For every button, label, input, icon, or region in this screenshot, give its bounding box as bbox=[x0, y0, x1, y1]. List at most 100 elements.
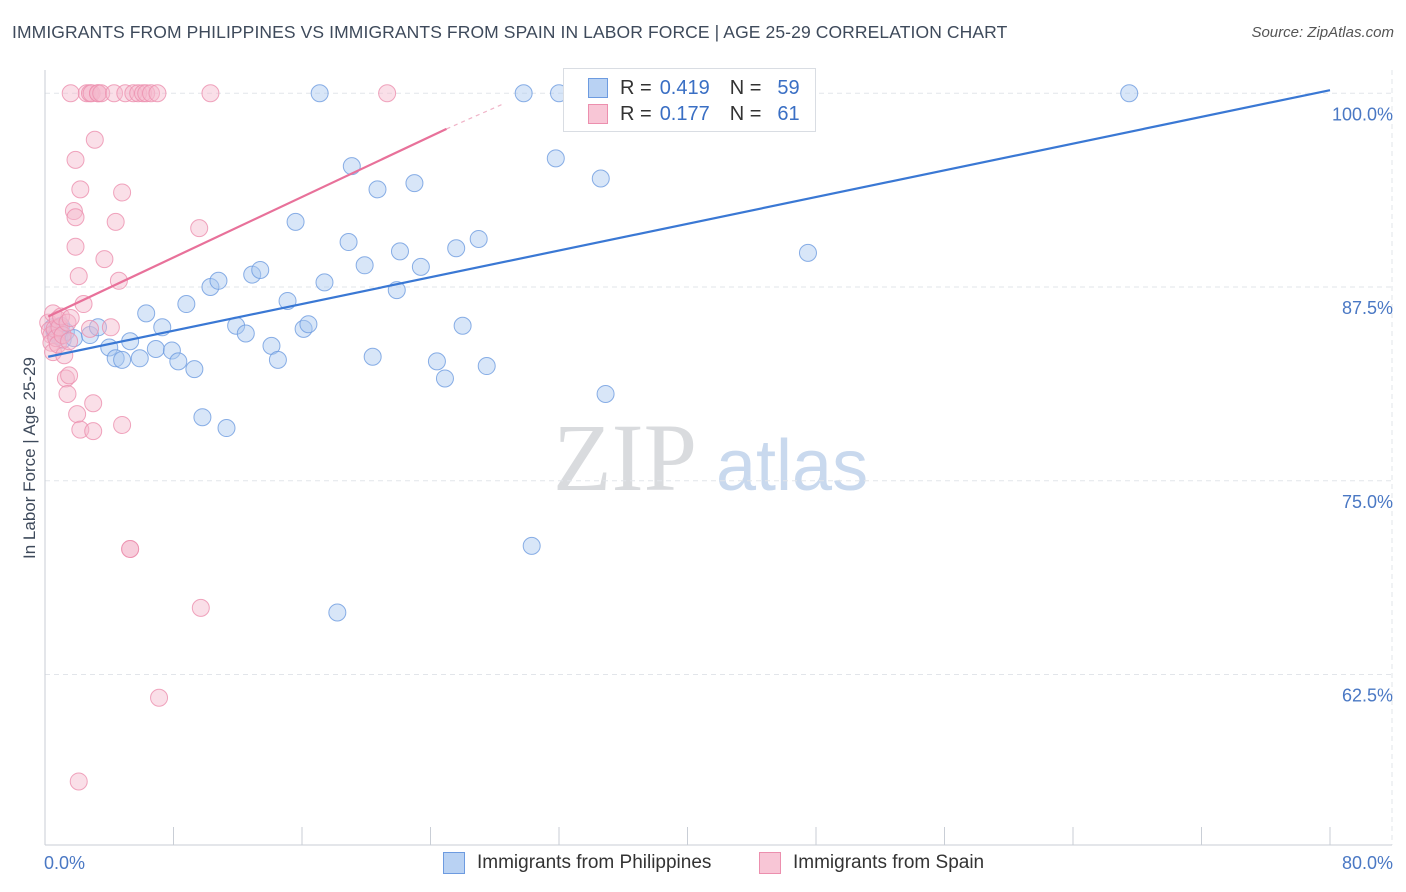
gridlines bbox=[45, 70, 1393, 845]
watermark: ZIP atlas bbox=[553, 404, 868, 511]
data-point bbox=[453, 316, 472, 335]
data-point bbox=[146, 340, 165, 358]
legend-n-label: N = bbox=[729, 102, 762, 125]
source-credit: Source: ZipAtlas.com bbox=[1251, 24, 1394, 41]
x-tick-label: 0.0% bbox=[44, 853, 85, 873]
data-point bbox=[148, 84, 167, 103]
data-point bbox=[69, 267, 88, 286]
spain-trend-extension bbox=[446, 103, 504, 130]
data-point bbox=[177, 295, 196, 314]
legend-row-spain: R = 0.177 N = 61 bbox=[588, 103, 800, 125]
watermark-atlas: atlas bbox=[716, 426, 868, 506]
data-point bbox=[236, 324, 255, 343]
data-point bbox=[596, 384, 615, 403]
data-point bbox=[435, 369, 454, 388]
axes bbox=[44, 70, 1392, 846]
data-point bbox=[405, 174, 424, 193]
y-tick-label: 62.5% bbox=[1342, 686, 1393, 706]
legend-swatch-pink bbox=[759, 852, 781, 874]
data-point bbox=[142, 84, 161, 103]
data-point bbox=[162, 341, 181, 360]
data-point bbox=[71, 180, 90, 199]
legend-label-spain: Immigrants from Spain bbox=[793, 852, 985, 873]
data-point bbox=[185, 360, 204, 379]
data-point bbox=[169, 352, 188, 371]
data-point bbox=[84, 422, 103, 441]
series-legend: Immigrants from Philippines Immigrants f… bbox=[0, 852, 1406, 878]
legend-n-value: 59 bbox=[777, 76, 800, 99]
data-point bbox=[469, 229, 488, 248]
data-point bbox=[447, 239, 466, 258]
data-point bbox=[286, 212, 305, 231]
data-point bbox=[427, 352, 446, 371]
data-point bbox=[84, 394, 103, 413]
spain-points bbox=[39, 84, 397, 791]
data-point bbox=[92, 84, 111, 103]
legend-n-label: N = bbox=[729, 76, 762, 99]
y-tick-label: 87.5% bbox=[1342, 298, 1393, 318]
y-axis-label: In Labor Force | Age 25-29 bbox=[20, 357, 39, 559]
data-point bbox=[121, 539, 140, 558]
data-point bbox=[546, 149, 565, 168]
data-point bbox=[130, 349, 149, 368]
data-point bbox=[191, 598, 210, 617]
data-point bbox=[66, 237, 85, 256]
data-point bbox=[66, 208, 85, 227]
legend-item-philippines[interactable]: Immigrants from Philippines bbox=[443, 852, 711, 874]
data-point bbox=[378, 84, 397, 103]
data-point bbox=[368, 180, 387, 199]
legend-item-spain[interactable]: Immigrants from Spain bbox=[759, 852, 984, 874]
data-point bbox=[137, 304, 156, 323]
legend-swatch-pink bbox=[588, 104, 608, 124]
data-point bbox=[68, 405, 87, 424]
data-point bbox=[113, 415, 132, 434]
data-point bbox=[150, 688, 169, 707]
data-point bbox=[363, 347, 382, 366]
data-point bbox=[113, 183, 132, 202]
legend-label-philippines: Immigrants from Philippines bbox=[477, 852, 712, 873]
chart-title: IMMIGRANTS FROM PHILIPPINES VS IMMIGRANT… bbox=[12, 22, 1008, 42]
data-point bbox=[66, 150, 85, 169]
data-point bbox=[58, 384, 77, 403]
philippines-points bbox=[44, 84, 1139, 622]
data-point bbox=[82, 84, 101, 103]
philippines-trend-line bbox=[47, 89, 1331, 358]
data-point bbox=[64, 202, 83, 221]
data-point bbox=[80, 319, 99, 338]
data-point bbox=[69, 772, 88, 791]
data-point bbox=[124, 84, 143, 103]
data-point bbox=[328, 603, 347, 622]
data-point bbox=[798, 243, 817, 262]
data-point bbox=[61, 309, 80, 327]
data-point bbox=[355, 256, 374, 275]
data-point bbox=[209, 271, 228, 290]
y-tick-label: 75.0% bbox=[1342, 492, 1393, 512]
legend-r-label: R = bbox=[620, 76, 652, 99]
data-point bbox=[193, 408, 212, 427]
data-point bbox=[106, 212, 125, 231]
data-point bbox=[85, 130, 104, 149]
data-point bbox=[1120, 84, 1139, 103]
data-point bbox=[101, 318, 120, 337]
data-point bbox=[201, 84, 220, 103]
data-point bbox=[390, 242, 409, 261]
legend-r-label: R = bbox=[620, 102, 652, 125]
correlation-legend: R = 0.419 N = 59 R = 0.177 N = 61 bbox=[563, 68, 816, 132]
spain-trend-line bbox=[47, 127, 448, 318]
tick-labels: 62.5% 75.0% 87.5% 100.0% 0.0% 80.0% bbox=[44, 104, 1393, 873]
legend-swatch-blue bbox=[588, 78, 608, 98]
data-point bbox=[190, 219, 209, 238]
data-point bbox=[251, 260, 270, 279]
data-point bbox=[113, 350, 132, 369]
data-point bbox=[522, 536, 541, 555]
data-point bbox=[411, 257, 430, 276]
data-point bbox=[60, 366, 79, 385]
data-point bbox=[60, 332, 79, 351]
legend-swatch-blue bbox=[443, 852, 465, 874]
legend-row-philippines: R = 0.419 N = 59 bbox=[588, 77, 800, 99]
data-point bbox=[477, 357, 496, 376]
legend-n-value: 61 bbox=[777, 102, 800, 125]
data-point bbox=[315, 273, 334, 292]
trend-lines bbox=[47, 89, 1331, 358]
